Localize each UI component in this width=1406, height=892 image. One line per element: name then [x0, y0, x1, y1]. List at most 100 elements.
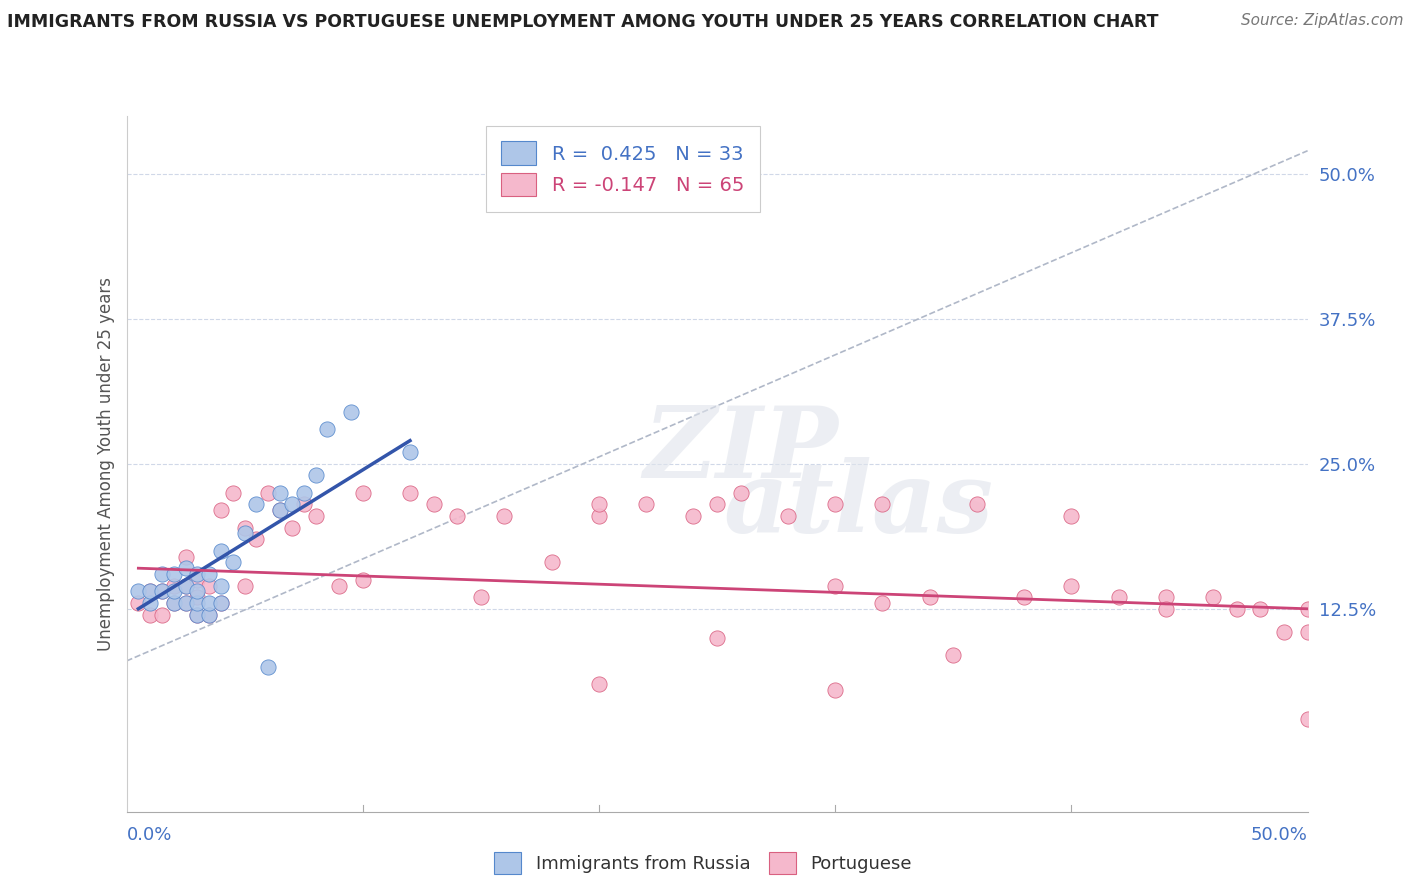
Point [942, 648, 965, 662]
Point [222, 555, 245, 570]
Point [209, 544, 232, 558]
Point [470, 591, 492, 605]
Point [163, 596, 186, 610]
Point [139, 584, 162, 599]
Point [706, 631, 728, 645]
Point [209, 503, 232, 517]
Point [636, 498, 658, 512]
Point [1249, 602, 1271, 616]
Point [257, 660, 280, 674]
Point [918, 591, 941, 605]
Text: Source: ZipAtlas.com: Source: ZipAtlas.com [1240, 13, 1403, 29]
Point [269, 485, 291, 500]
Point [352, 485, 374, 500]
Point [150, 567, 173, 582]
Point [281, 521, 304, 535]
Point [139, 607, 162, 622]
Point [150, 607, 173, 622]
Point [198, 607, 221, 622]
Point [186, 584, 208, 599]
Point [245, 498, 267, 512]
Point [304, 508, 326, 523]
Point [824, 498, 846, 512]
Point [186, 607, 208, 622]
Point [399, 445, 422, 459]
Point [186, 567, 208, 582]
Point [588, 677, 610, 691]
Point [494, 508, 516, 523]
Point [198, 579, 221, 593]
Point [872, 498, 894, 512]
Point [269, 503, 291, 517]
Point [174, 596, 197, 610]
Text: IMMIGRANTS FROM RUSSIA VS PORTUGUESE UNEMPLOYMENT AMONG YOUTH UNDER 25 YEARS COR: IMMIGRANTS FROM RUSSIA VS PORTUGUESE UNE… [7, 13, 1159, 31]
Point [198, 567, 221, 582]
Y-axis label: Unemployment Among Youth under 25 years: Unemployment Among Youth under 25 years [97, 277, 115, 651]
Point [588, 508, 610, 523]
Point [174, 579, 197, 593]
Point [150, 584, 173, 599]
Point [340, 405, 363, 419]
Point [1296, 624, 1319, 639]
Point [872, 596, 894, 610]
Point [399, 485, 422, 500]
Point [316, 422, 339, 436]
Point [1296, 602, 1319, 616]
Point [127, 596, 149, 610]
Point [824, 579, 846, 593]
Point [706, 498, 728, 512]
Point [1272, 624, 1295, 639]
Point [150, 584, 173, 599]
Point [174, 561, 197, 575]
Point [245, 532, 267, 546]
Point [209, 579, 232, 593]
Point [209, 596, 232, 610]
Legend: R =  0.425   N = 33, R = -0.147   N = 65: R = 0.425 N = 33, R = -0.147 N = 65 [485, 126, 759, 212]
Point [682, 508, 704, 523]
Point [186, 596, 208, 610]
Point [233, 521, 256, 535]
Point [222, 485, 245, 500]
Point [127, 584, 149, 599]
Text: ZIP: ZIP [643, 401, 838, 498]
Point [292, 485, 315, 500]
Point [163, 579, 186, 593]
Point [966, 498, 988, 512]
Point [209, 596, 232, 610]
Point [1060, 508, 1083, 523]
Point [233, 579, 256, 593]
Point [163, 596, 186, 610]
Point [824, 683, 846, 698]
Point [776, 508, 799, 523]
Point [174, 549, 197, 564]
Point [186, 573, 208, 587]
Point [186, 591, 208, 605]
Point [1108, 591, 1130, 605]
Point [1296, 712, 1319, 726]
Point [422, 498, 444, 512]
Point [588, 498, 610, 512]
Point [1226, 602, 1249, 616]
Text: 50.0%: 50.0% [1251, 826, 1308, 844]
Text: 0.0%: 0.0% [127, 826, 172, 844]
Text: atlas: atlas [724, 458, 994, 554]
Point [139, 584, 162, 599]
Point [352, 573, 374, 587]
Point [163, 584, 186, 599]
Point [1202, 591, 1225, 605]
Point [174, 579, 197, 593]
Point [269, 503, 291, 517]
Point [198, 607, 221, 622]
Point [446, 508, 468, 523]
Point [233, 526, 256, 541]
Point [730, 485, 752, 500]
Point [304, 468, 326, 483]
Point [328, 579, 350, 593]
Point [257, 485, 280, 500]
Point [540, 555, 562, 570]
Point [198, 596, 221, 610]
Point [139, 596, 162, 610]
Point [1154, 591, 1177, 605]
Point [174, 596, 197, 610]
Point [292, 498, 315, 512]
